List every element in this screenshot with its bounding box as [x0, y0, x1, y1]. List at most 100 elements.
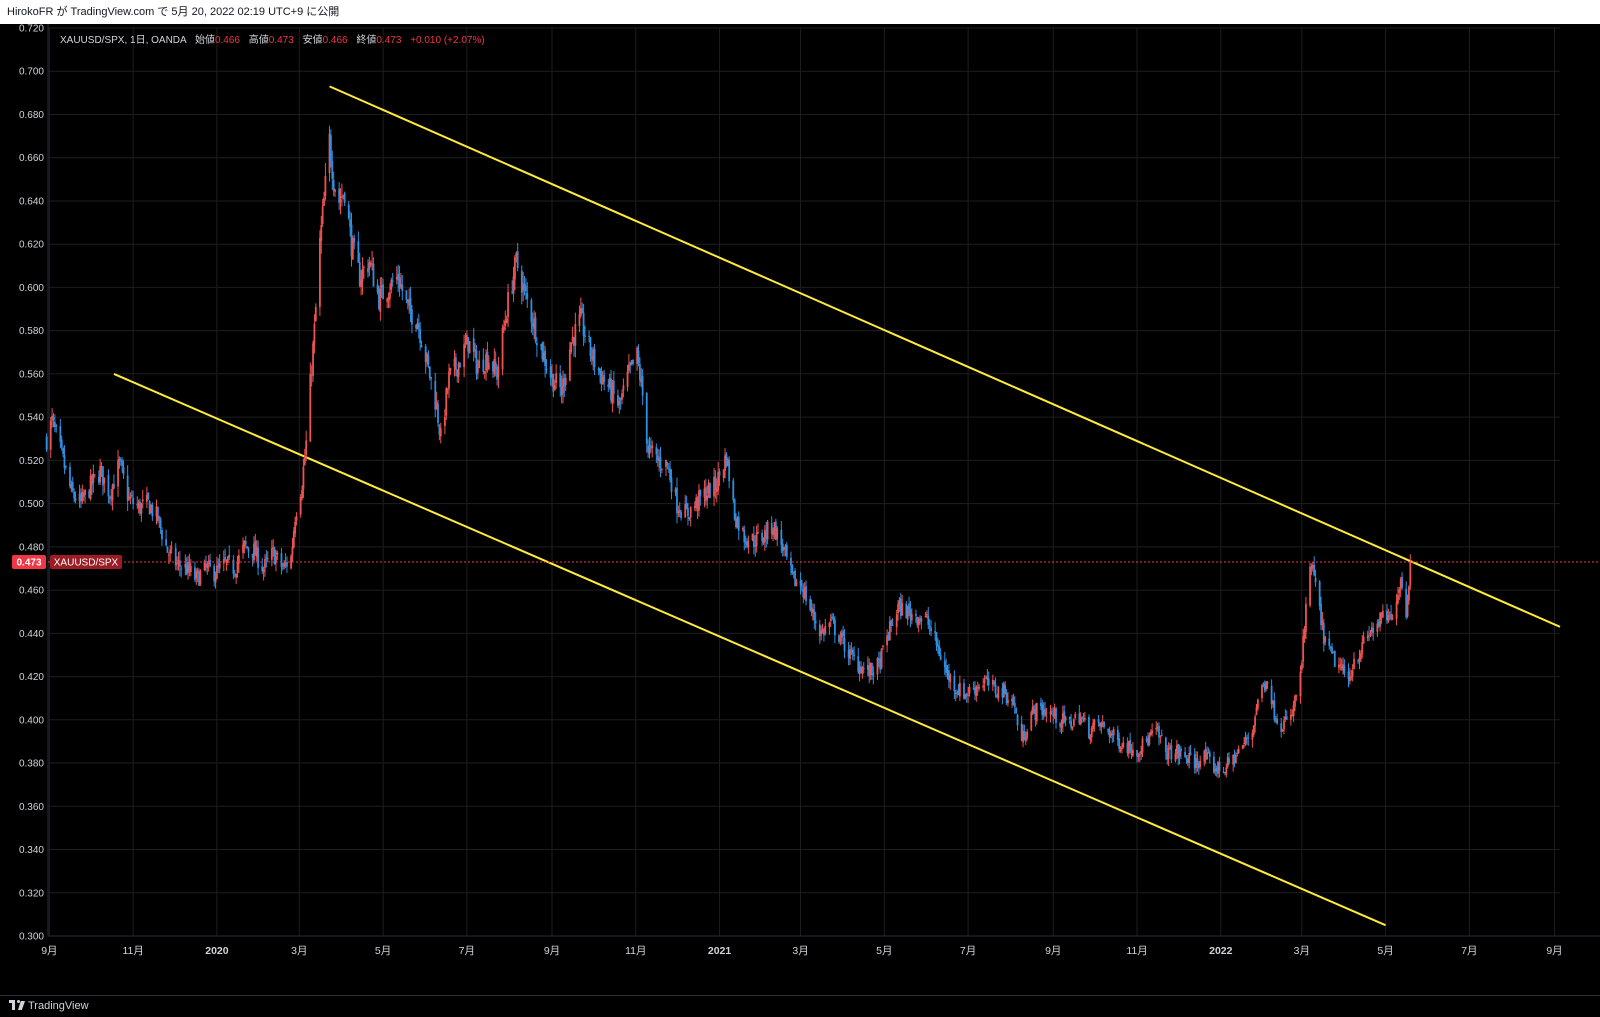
candle-body — [195, 571, 198, 579]
candle — [195, 568, 198, 585]
candle-body — [391, 280, 394, 282]
candle-body — [1070, 720, 1073, 728]
candle-body — [1372, 627, 1375, 633]
candle — [376, 279, 379, 295]
trendline-upper[interactable] — [329, 85, 1561, 628]
candle — [978, 683, 980, 692]
candle-body — [493, 359, 496, 375]
candle-body — [74, 497, 77, 501]
candle — [706, 485, 709, 509]
candle — [559, 365, 562, 397]
candle — [773, 521, 776, 540]
candle — [1053, 703, 1056, 719]
candle — [1064, 715, 1067, 727]
candle-body — [174, 548, 177, 566]
chart-area[interactable]: 0.300 0.320 0.340 0.360 0.380 0.400 0.420 0.440… — [0, 24, 1600, 995]
candle — [391, 273, 394, 287]
candle-body — [117, 460, 119, 487]
candle-body — [51, 415, 54, 421]
candle-body — [810, 607, 813, 612]
candle-body — [406, 299, 409, 303]
tradingview-logo[interactable]: TradingView — [9, 1000, 89, 1012]
candle-body — [1217, 761, 1219, 774]
candle-body — [320, 225, 323, 242]
x-tick-label: 3月 — [291, 945, 307, 957]
candle-body — [185, 565, 188, 575]
candle-body — [1132, 749, 1134, 756]
candle — [935, 632, 938, 651]
candle-body — [582, 312, 585, 336]
candle — [408, 288, 411, 314]
trendlines[interactable] — [113, 85, 1561, 927]
candle — [1175, 739, 1178, 760]
time-axis[interactable]: 9月 11月 2020 3月 5月 7月 9月 11月 2021 3月 5月 7月 9月 11月 2022 3… — [41, 945, 1562, 957]
candle-body — [486, 352, 489, 368]
candle — [880, 648, 883, 670]
candle-body — [184, 563, 187, 568]
candle — [483, 370, 486, 379]
candle — [84, 488, 86, 504]
candle-body — [919, 617, 921, 622]
price-chart[interactable]: 0.300 0.320 0.340 0.360 0.380 0.400 0.420 0.440… — [0, 24, 1600, 995]
candle-body — [151, 504, 154, 517]
candle — [454, 353, 457, 376]
candle-body — [1324, 636, 1327, 642]
candle-body — [1357, 660, 1360, 662]
candle — [526, 282, 529, 309]
legend-symbol: XAUUSD/SPX, 1日, OANDA — [60, 35, 187, 46]
trendline-lower[interactable] — [113, 372, 1386, 927]
candle — [424, 343, 427, 374]
candle-body — [1348, 676, 1351, 682]
candle — [987, 671, 990, 691]
candle — [1130, 743, 1133, 759]
candle-body — [196, 570, 199, 574]
candle-body — [849, 649, 851, 660]
candle-body — [553, 385, 556, 391]
x-tick-label: 5月 — [1377, 945, 1393, 957]
candle — [1372, 622, 1375, 641]
candle-body — [607, 384, 610, 387]
candle — [1207, 747, 1210, 754]
candle — [1237, 745, 1240, 754]
candle — [858, 661, 861, 682]
candle — [338, 182, 341, 210]
price-axis[interactable]: 0.300 0.320 0.340 0.360 0.380 0.400 0.420 0.440… — [19, 24, 44, 943]
candle — [486, 341, 489, 373]
candle-body — [428, 366, 431, 378]
candle-body — [331, 161, 334, 179]
candle-body — [551, 374, 553, 379]
candle-body — [1320, 604, 1322, 626]
candle — [725, 451, 728, 468]
candle — [1226, 752, 1229, 769]
candle — [1072, 718, 1075, 728]
candle — [770, 516, 773, 540]
candle — [169, 545, 172, 562]
candle — [877, 651, 880, 668]
candle — [897, 599, 899, 621]
candle-body — [159, 519, 162, 528]
candle — [92, 464, 95, 493]
candle — [630, 359, 633, 366]
y-tick-label: 0.440 — [19, 629, 44, 640]
candle-body — [1107, 728, 1110, 732]
candle — [762, 537, 765, 545]
candle — [485, 349, 487, 381]
candle — [666, 461, 669, 470]
candle — [334, 188, 336, 197]
candle — [1357, 659, 1360, 664]
candle-body — [1147, 739, 1149, 746]
candle-body — [45, 436, 48, 450]
candle — [176, 556, 178, 571]
candle — [1406, 594, 1409, 619]
candle — [842, 625, 845, 645]
candle-body — [299, 496, 302, 515]
candle — [736, 516, 739, 529]
candle — [964, 693, 967, 700]
candle-body — [737, 516, 740, 531]
candle-body — [1074, 714, 1077, 718]
candle-body — [905, 603, 908, 619]
candle-body — [564, 377, 567, 385]
candle-body — [996, 695, 998, 697]
candle — [1121, 743, 1123, 754]
price-badge-symbol: XAUUSD/SPX — [54, 557, 119, 568]
